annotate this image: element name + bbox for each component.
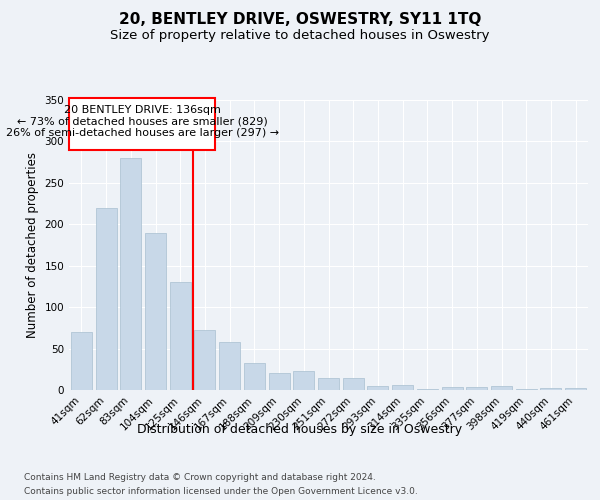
Bar xyxy=(417,389,438,390)
Bar xyxy=(219,342,240,390)
Bar xyxy=(194,330,215,390)
Text: Contains HM Land Registry data © Crown copyright and database right 2024.: Contains HM Land Registry data © Crown c… xyxy=(24,472,376,482)
Bar xyxy=(269,374,290,390)
Bar xyxy=(95,208,116,390)
Bar xyxy=(145,232,166,390)
Text: Size of property relative to detached houses in Oswestry: Size of property relative to detached ho… xyxy=(110,29,490,42)
Bar xyxy=(516,389,537,390)
Text: Distribution of detached houses by size in Oswestry: Distribution of detached houses by size … xyxy=(137,422,463,436)
Bar xyxy=(343,378,364,390)
Bar xyxy=(318,378,339,390)
Text: 26% of semi-detached houses are larger (297) →: 26% of semi-detached houses are larger (… xyxy=(5,128,279,138)
Bar xyxy=(565,388,586,390)
Bar xyxy=(120,158,141,390)
Bar xyxy=(244,362,265,390)
Bar xyxy=(367,386,388,390)
Text: ← 73% of detached houses are smaller (829): ← 73% of detached houses are smaller (82… xyxy=(17,116,268,126)
Bar xyxy=(442,386,463,390)
Bar xyxy=(71,332,92,390)
FancyBboxPatch shape xyxy=(70,98,215,150)
Bar xyxy=(491,386,512,390)
Text: Contains public sector information licensed under the Open Government Licence v3: Contains public sector information licen… xyxy=(24,488,418,496)
Bar xyxy=(170,282,191,390)
Bar xyxy=(541,388,562,390)
Bar xyxy=(466,386,487,390)
Bar xyxy=(293,371,314,390)
Bar xyxy=(392,385,413,390)
Y-axis label: Number of detached properties: Number of detached properties xyxy=(26,152,39,338)
Text: 20, BENTLEY DRIVE, OSWESTRY, SY11 1TQ: 20, BENTLEY DRIVE, OSWESTRY, SY11 1TQ xyxy=(119,12,481,28)
Text: 20 BENTLEY DRIVE: 136sqm: 20 BENTLEY DRIVE: 136sqm xyxy=(64,105,221,115)
